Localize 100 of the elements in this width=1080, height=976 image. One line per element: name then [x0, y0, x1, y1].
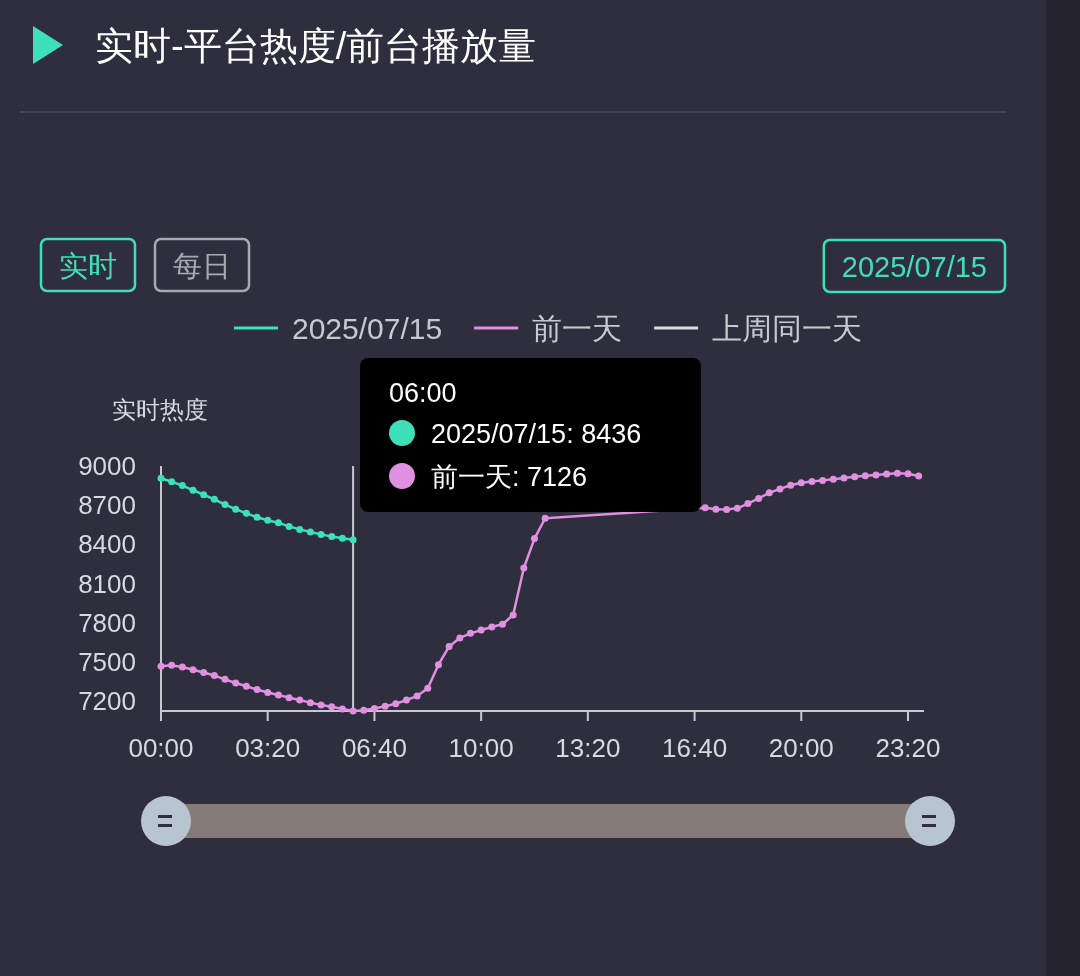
- point: [893, 469, 901, 477]
- point: [851, 473, 859, 481]
- x-tick-label: 06:40: [341, 733, 407, 763]
- x-tick-label: 23:20: [875, 733, 941, 763]
- point: [755, 494, 763, 502]
- point: [787, 481, 795, 489]
- point: [210, 495, 218, 503]
- point: [381, 702, 389, 710]
- point: [712, 505, 720, 513]
- point: [904, 470, 912, 478]
- y-tick-label: 8700: [78, 490, 136, 521]
- point: [424, 684, 432, 692]
- point: [200, 669, 208, 677]
- point: [296, 696, 304, 704]
- point: [338, 705, 346, 713]
- point: [306, 528, 314, 536]
- point: [296, 525, 304, 533]
- point: [168, 478, 176, 486]
- point: [200, 491, 208, 499]
- point: [915, 472, 923, 480]
- point: [861, 472, 869, 480]
- point: [306, 699, 314, 707]
- point: [733, 504, 741, 512]
- x-tick-label: 20:00: [768, 733, 834, 763]
- point: [445, 642, 453, 650]
- point: [285, 694, 293, 702]
- point: [232, 505, 240, 513]
- point: [466, 629, 474, 637]
- point: [797, 479, 805, 487]
- point: [232, 679, 240, 687]
- point: [178, 663, 186, 671]
- point: [221, 675, 229, 683]
- point: [883, 470, 891, 478]
- point: [392, 700, 400, 708]
- point: [264, 516, 272, 524]
- point: [328, 533, 336, 541]
- x-tick-label: 10:00: [448, 733, 514, 763]
- text: 每日: [173, 250, 231, 282]
- point: [349, 707, 357, 715]
- point: [285, 522, 293, 530]
- point: [360, 706, 368, 714]
- legend-label: 前一天: [532, 312, 623, 345]
- point: [499, 620, 506, 628]
- point: [221, 501, 229, 509]
- point: [541, 514, 549, 522]
- point: [509, 611, 517, 619]
- point: [189, 666, 197, 674]
- y-tick-label: 7800: [78, 607, 136, 638]
- text: 实时: [59, 250, 117, 282]
- legend-label: 2025/07/15: [292, 312, 443, 345]
- x-tick-label: 00:00: [128, 733, 194, 763]
- y-tick-label: 8100: [78, 568, 136, 599]
- point: [242, 509, 250, 517]
- point: [402, 696, 410, 704]
- point: [765, 489, 773, 497]
- text: 2025/07/15: [841, 251, 987, 283]
- point: [253, 686, 261, 694]
- point: [723, 506, 731, 514]
- point: [168, 661, 176, 669]
- y-tick-label: 9000: [78, 451, 136, 481]
- point: [872, 471, 880, 479]
- point: [477, 626, 485, 634]
- point: [328, 703, 336, 711]
- point: [776, 485, 784, 493]
- annotation: 前一天: 7126: [431, 462, 588, 492]
- point: [829, 475, 837, 483]
- y-axis-title: 实时热度: [112, 396, 208, 423]
- point: [157, 474, 165, 482]
- point: [744, 500, 752, 508]
- x-tick-label: 03:20: [235, 733, 301, 763]
- y-tick-label: 7500: [78, 647, 136, 678]
- legend-label: 上周同一天: [712, 312, 863, 345]
- point: [274, 519, 282, 527]
- point: [189, 486, 197, 494]
- y-tick-label: 8400: [78, 529, 136, 560]
- point: [413, 692, 421, 700]
- point: [317, 530, 325, 538]
- point: [520, 564, 528, 572]
- y-tick-label: 7200: [78, 686, 136, 717]
- point: [210, 672, 218, 680]
- chart-title: 实时-平台热度/前台播放量: [95, 25, 537, 67]
- point: [349, 536, 357, 544]
- x-tick-label: 13:20: [555, 733, 621, 763]
- point: [157, 662, 165, 670]
- point: [456, 634, 464, 642]
- point: [434, 661, 442, 669]
- point: [264, 688, 272, 696]
- point: [819, 476, 827, 484]
- point: [253, 513, 261, 521]
- point: [274, 691, 282, 699]
- x-tick-label: 16:40: [662, 733, 728, 763]
- point: [840, 474, 848, 482]
- picture-tooltip: 06:00 2025/07/15: 8436 前一天: 7126: [360, 358, 701, 512]
- point: [242, 682, 250, 690]
- point: [808, 477, 816, 485]
- point: [178, 482, 186, 490]
- point: [317, 701, 325, 709]
- point: [531, 535, 539, 543]
- point: [338, 534, 346, 542]
- point: [488, 623, 496, 631]
